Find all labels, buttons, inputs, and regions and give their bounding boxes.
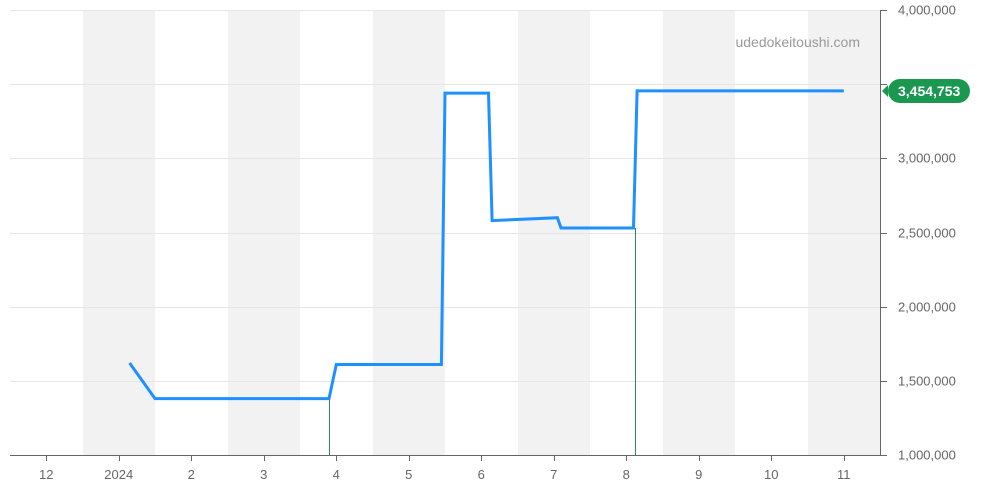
y-tick-label: 2,500,000 <box>898 225 956 240</box>
x-tick-label: 12 <box>39 467 53 482</box>
plot-area <box>10 10 880 455</box>
price-line <box>10 10 880 455</box>
y-tick-label: 1,500,000 <box>898 373 956 388</box>
y-tick-label: 2,000,000 <box>898 299 956 314</box>
x-tick <box>699 455 700 461</box>
x-tick <box>409 455 410 461</box>
x-tick-label: 11 <box>837 467 851 482</box>
x-tick <box>554 455 555 461</box>
x-tick-label: 8 <box>623 467 630 482</box>
x-tick-label: 6 <box>478 467 485 482</box>
x-tick <box>481 455 482 461</box>
x-tick <box>626 455 627 461</box>
x-tick-label: 5 <box>405 467 412 482</box>
y-tick-label: 3,000,000 <box>898 151 956 166</box>
x-tick <box>46 455 47 461</box>
x-tick-label: 2024 <box>104 467 133 482</box>
price-chart: 1,000,000 1,500,000 2,000,000 2,500,000 3,00… <box>0 0 1000 500</box>
y-tick <box>880 307 887 308</box>
current-value-badge: 3,454,753 <box>888 79 970 103</box>
x-tick-label: 4 <box>333 467 340 482</box>
x-tick-label: 3 <box>260 467 267 482</box>
y-tick-label: 4,000,000 <box>898 3 956 18</box>
x-tick-label: 10 <box>764 467 778 482</box>
x-tick-label: 7 <box>550 467 557 482</box>
y-tick <box>880 381 887 382</box>
x-tick <box>191 455 192 461</box>
x-tick <box>336 455 337 461</box>
x-tick <box>119 455 120 461</box>
x-tick <box>771 455 772 461</box>
x-tick-label: 9 <box>695 467 702 482</box>
y-tick <box>880 455 887 456</box>
x-tick-label: 2 <box>188 467 195 482</box>
y-tick <box>880 10 887 11</box>
y-tick <box>880 158 887 159</box>
y-tick <box>880 233 887 234</box>
y-tick-label: 1,000,000 <box>898 448 956 463</box>
x-axis <box>10 455 880 456</box>
x-tick <box>844 455 845 461</box>
x-tick <box>264 455 265 461</box>
watermark: udedokeitoushi.com <box>735 34 860 50</box>
